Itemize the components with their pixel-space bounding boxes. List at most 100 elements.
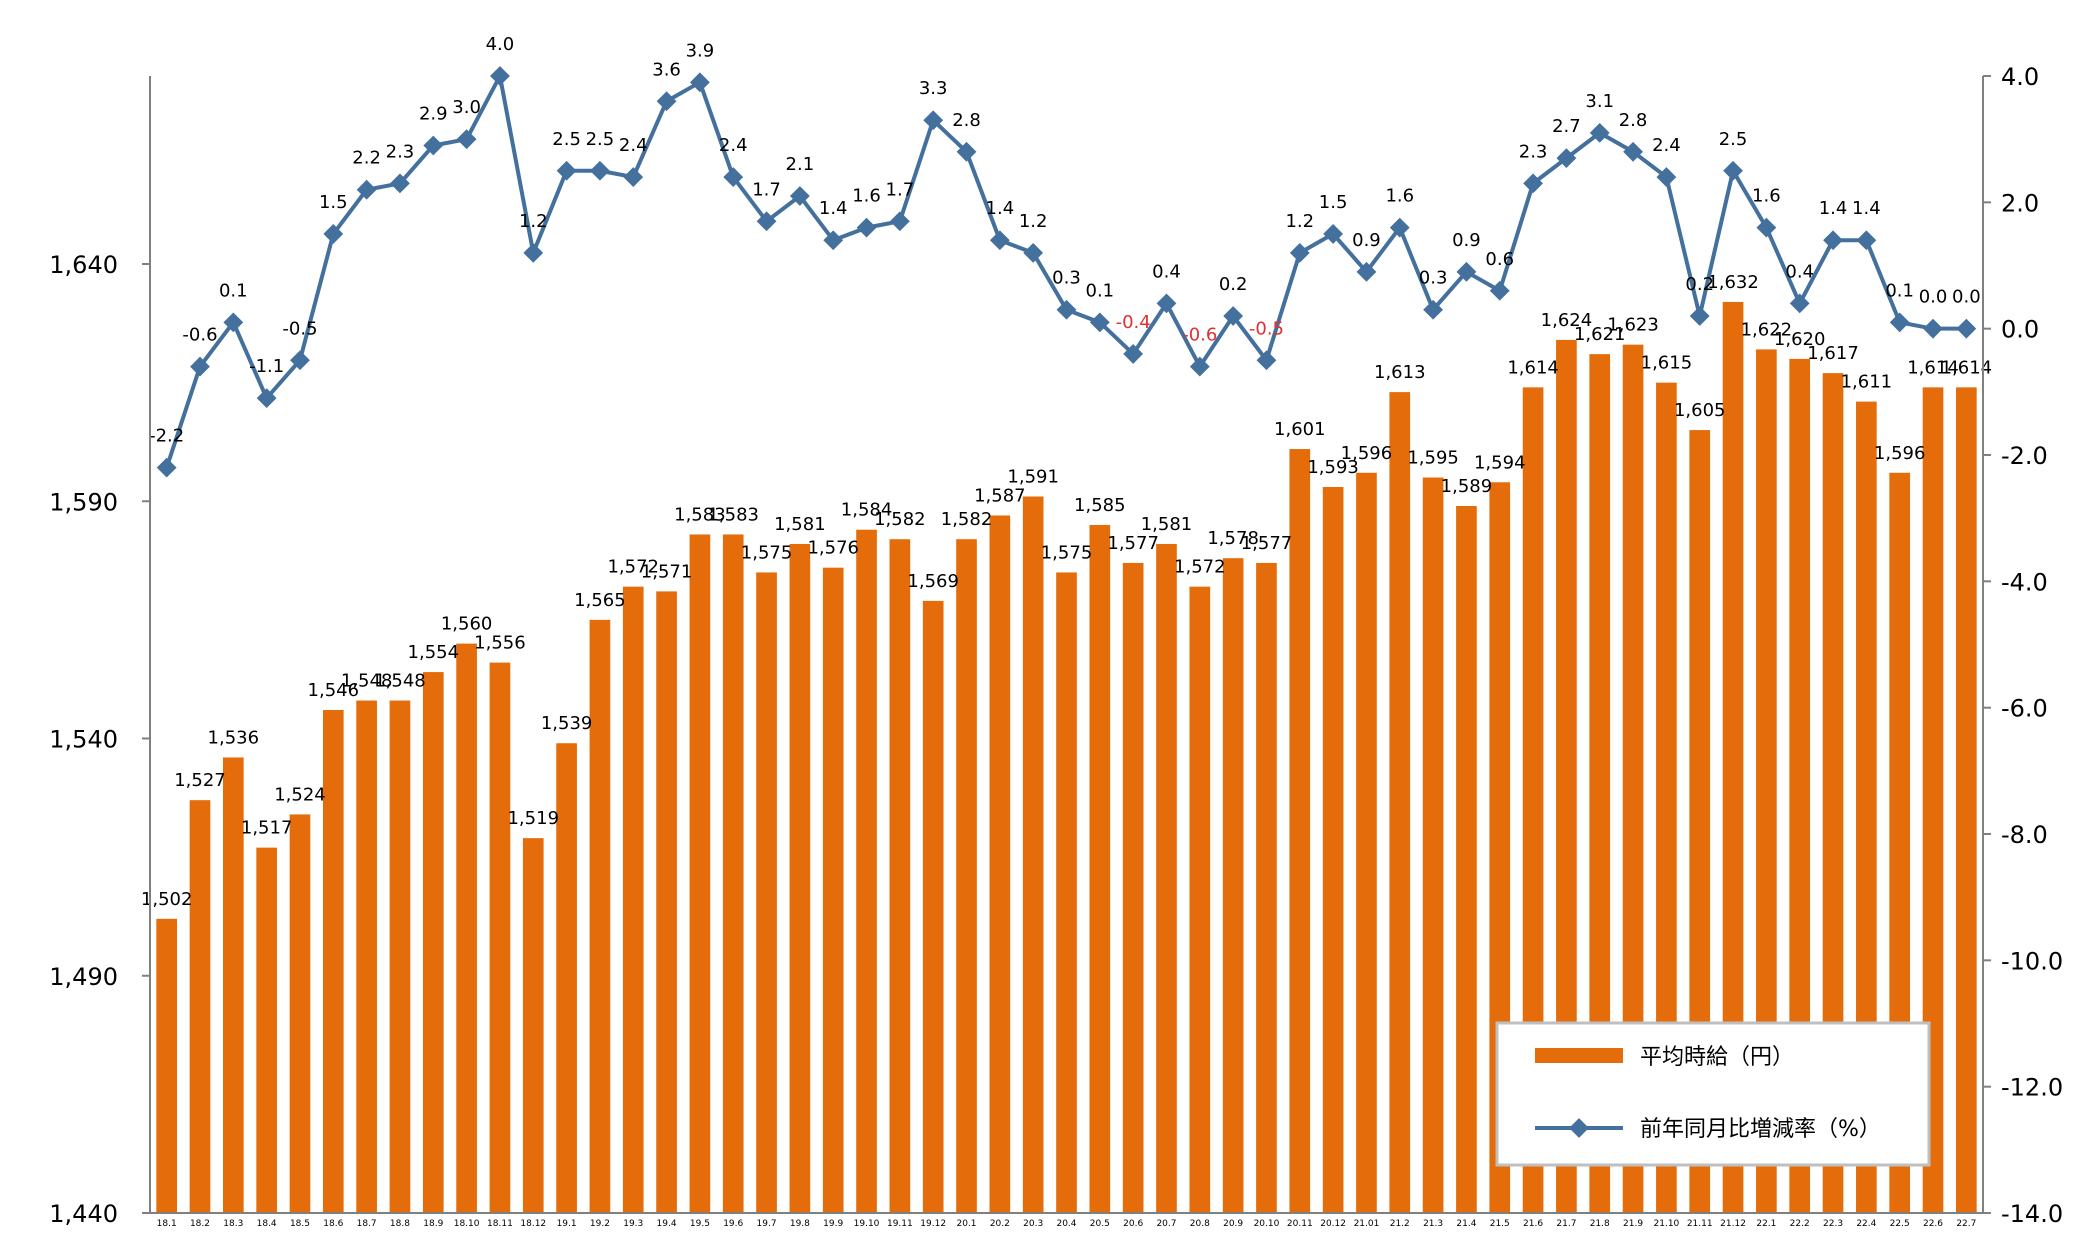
line-point-19.10 [856,217,877,238]
line-label-18.7: 2.2 [352,148,381,169]
bar-20.12 [1322,487,1344,1213]
line-point-21.8 [1589,122,1610,143]
bar-label-20.8: 1,572 [1174,557,1226,578]
bar-22.6 [1922,387,1944,1213]
x-tick-label: 21.12 [1720,1219,1746,1229]
bar-label-21.10: 1,615 [1641,353,1693,374]
line-label-20.4: 0.3 [1052,268,1081,289]
x-tick-label: 18.5 [290,1219,310,1229]
x-tick-label: 21.3 [1423,1219,1443,1229]
x-tick-label: 21.7 [1556,1219,1576,1229]
bar-label-19.3: 1,572 [607,557,659,578]
bar-label-18.4: 1,517 [241,818,293,839]
line-point-19.1 [556,160,577,181]
x-tick-label: 19.12 [920,1219,946,1229]
bar-20.10 [1256,562,1277,1213]
line-point-21.5 [1489,280,1510,301]
x-tick-label: 19.10 [854,1219,880,1229]
bar-label-18.2: 1,527 [174,770,226,791]
bar-18.10 [456,643,477,1213]
x-tick-label: 22.6 [1923,1219,1943,1229]
x-tick-label: 18.12 [520,1219,546,1229]
bar-18.2 [189,800,211,1213]
line-label-18.4: -1.1 [249,356,284,377]
bar-label-19.1: 1,539 [541,713,593,734]
x-tick-label: 18.2 [190,1219,210,1229]
line-label-21.12: 2.5 [1719,129,1748,150]
x-tick-label: 18.10 [454,1219,480,1229]
line-point-19.11 [889,211,910,232]
bar-label-18.11: 1,556 [474,633,526,654]
line-point-20.7 [1156,293,1177,314]
line-point-21.2 [1389,217,1410,238]
line-label-21.6: 2.3 [1519,141,1548,162]
x-tick-label: 19.2 [590,1219,610,1229]
bar-label-20.2: 1,587 [974,485,1026,506]
line-point-21.12 [1723,160,1743,181]
line-label-18.3: 0.1 [219,280,248,301]
line-point-20.5 [1089,312,1110,333]
line-label-18.8: 2.3 [386,141,415,162]
bar-18.7 [356,700,377,1213]
bar-label-19.2: 1,565 [574,590,626,611]
bar-label-20.5: 1,585 [1074,495,1126,516]
bar-20.5 [1089,524,1111,1213]
line-label-20.5: 0.1 [1086,280,1115,301]
x-tick-label: 20.1 [956,1219,976,1229]
bar-label-19.9: 1,576 [807,538,859,559]
line-point-18.4 [256,388,277,409]
bar-label-20.4: 1,575 [1041,542,1093,563]
bar-label-18.6: 1,546 [308,680,360,701]
line-label-20.12: 1.5 [1319,192,1348,213]
bar-18.8 [389,700,411,1213]
bar-label-18.1: 1,502 [141,889,193,910]
bar-18.6 [322,710,344,1213]
line-label-19.7: 1.7 [752,179,781,200]
bar-label-22.6: 1,614 [1907,357,1959,378]
bar-18.3 [222,757,244,1213]
bar-label-21.01: 1,596 [1341,443,1393,464]
bar-label-20.1: 1,582 [941,509,993,530]
line-point-20.4 [1056,299,1077,320]
x-tick-label: 22.3 [1823,1219,1843,1229]
line-label-19.12: 3.3 [919,78,948,99]
line-label-22.1: 1.6 [1752,186,1781,207]
x-tick-label: 21.4 [1456,1219,1476,1229]
line-label-22.2: 0.4 [1785,261,1814,282]
line-label-19.2: 2.5 [586,129,615,150]
x-tick-label: 21.8 [1590,1219,1610,1229]
bar-21.3 [1422,477,1444,1213]
x-tick-label: 19.8 [790,1219,810,1229]
x-tick-label: 20.3 [1023,1219,1043,1229]
bar-20.7 [1156,543,1177,1213]
right-tick-label: -6.0 [2001,695,2048,723]
line-point-20.8 [1189,356,1210,377]
x-tick-label: 19.7 [757,1219,777,1229]
bar-label-21.3: 1,595 [1407,448,1459,469]
bar-label-20.12: 1,593 [1307,457,1359,478]
line-point-19.4 [656,91,677,112]
line-point-21.3 [1423,299,1443,320]
bar-20.11 [1289,449,1311,1213]
bar-label-22.1: 1,622 [1741,319,1793,340]
line-label-20.3: 1.2 [1019,211,1048,232]
bar-20.3 [1022,496,1044,1213]
bar-19.8 [789,543,811,1213]
x-tick-label: 18.8 [390,1219,410,1229]
bar-label-22.3: 1,617 [1807,343,1859,364]
line-point-22.5 [1889,312,1910,333]
right-tick-label: -4.0 [2001,568,2048,596]
line-label-20.11: 1.2 [1285,211,1314,232]
bar-22.2 [1789,358,1811,1213]
line-label-22.3: 1.4 [1819,198,1848,219]
line-label-19.8: 2.1 [786,154,815,175]
line-point-20.10 [1256,350,1277,371]
bar-19.3 [622,586,644,1213]
bar-label-21.11: 1,605 [1674,400,1726,421]
line-label-21.4: 0.9 [1452,230,1481,251]
line-label-22.4: 1.4 [1852,198,1881,219]
line-label-19.9: 1.4 [819,198,848,219]
x-tick-label: 20.7 [1156,1219,1176,1229]
legend-line-label: 前年同月比増減率（%） [1640,1117,1881,1142]
bar-label-19.8: 1,581 [774,514,826,535]
